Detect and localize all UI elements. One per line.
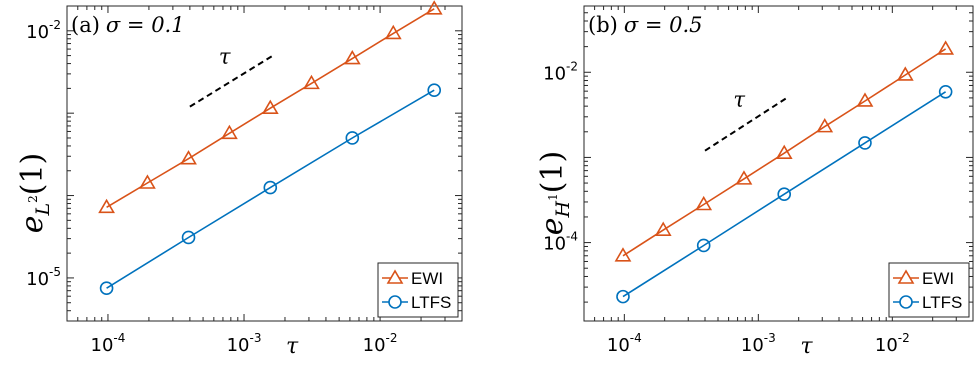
slope-reference-line [704,97,787,152]
panel-title: (b) σ = 0.5 [588,13,703,37]
legend-label: LTFS [922,293,962,312]
data-point [261,99,279,114]
data-point [221,124,238,140]
data-point [735,170,753,185]
data-point [654,221,672,236]
axes-box [583,5,974,322]
legend-marker [899,295,913,309]
data-point [425,0,443,15]
series-line [106,8,435,208]
legend-box [377,262,459,318]
data-point [384,24,402,40]
minor-ticks [66,5,463,322]
series-line [622,48,947,257]
legend: EWI LTFS [888,262,970,318]
data-point [345,131,360,145]
data-point [816,118,834,133]
y-tick-label: 10-4 [543,230,578,255]
series-line [622,91,947,298]
y-axis-label: eL2(1) [15,153,54,234]
data-point [938,84,953,99]
y-tick-label: 10-5 [26,265,61,290]
data-point [858,136,872,150]
legend-marker [388,295,402,309]
axes-box [66,5,463,322]
data-point [181,230,196,245]
slope-label: τ [733,88,745,112]
x-axis-label: τ [286,334,299,359]
panel-title: (a) σ = 0.1 [71,13,185,37]
legend: EWI LTFS [377,262,459,318]
data-point [856,92,874,107]
data-point [775,144,793,160]
legend-label: LTFS [411,293,451,312]
series-ltfs [99,83,442,296]
series-ltfs [616,84,953,304]
series-line [106,89,435,289]
data-point [427,83,442,98]
data-point [180,150,197,165]
data-point [263,180,278,195]
legend-label: EWI [411,269,443,288]
x-tick-label: 10-4 [607,331,642,356]
data-point [139,174,156,189]
x-tick-label: 10-2 [875,331,910,356]
data-point [695,195,713,211]
data-point [696,238,711,253]
slope-label: τ [219,44,231,68]
data-point [937,40,955,55]
x-tick-label: 10-4 [91,331,126,356]
data-point [777,187,792,201]
data-point [616,289,630,304]
data-point [98,198,115,214]
legend-box [888,262,970,318]
x-tick-label: 10-3 [741,331,776,356]
y-tick-label: 10-2 [543,59,578,84]
x-tick-label: 10-2 [363,331,398,356]
slope-reference-line [189,55,273,108]
legend-marker [386,269,404,284]
chart-panel-a: 10-4 10-3 10-2 10-5 10-2 τ eL2(1) (a) σ = 0.1 τ EW… [15,0,463,359]
y-tick-label: 10-2 [26,18,61,43]
legend-marker [897,269,915,284]
data-point [99,281,114,296]
series-ewi [614,40,955,262]
data-point [614,247,632,262]
data-point [303,74,320,90]
minor-ticks [583,5,974,321]
data-point [896,66,914,81]
y-axis-label: eH1(1) [535,151,574,235]
x-axis-label: τ [800,334,813,359]
x-tick-label: 10-3 [227,331,262,356]
series-ewi [98,0,443,214]
legend-label: EWI [922,269,954,288]
data-point [343,49,361,65]
chart-panel-b: 10-4 10-3 10-2 10-4 10-2 τ eH1(1) (b) σ = 0.5 τ EW… [535,5,974,359]
